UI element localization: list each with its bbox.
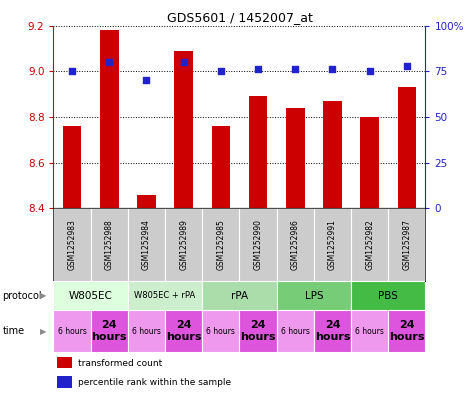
Bar <box>249 96 267 208</box>
Bar <box>239 310 277 352</box>
Point <box>403 62 411 69</box>
Bar <box>128 281 202 310</box>
Point <box>180 59 187 65</box>
Bar <box>277 281 351 310</box>
Point <box>143 77 150 83</box>
Text: protocol: protocol <box>2 291 42 301</box>
Bar <box>277 208 314 281</box>
Bar <box>314 208 351 281</box>
Bar <box>388 310 425 352</box>
Text: GSM1252982: GSM1252982 <box>365 219 374 270</box>
Bar <box>53 281 128 310</box>
Text: 24
hours: 24 hours <box>315 320 350 342</box>
Bar <box>128 208 165 281</box>
Text: GSM1252988: GSM1252988 <box>105 219 114 270</box>
Bar <box>398 87 416 208</box>
Text: 6 hours: 6 hours <box>58 327 86 336</box>
Point <box>106 59 113 65</box>
Bar <box>277 310 314 352</box>
Text: 24
hours: 24 hours <box>166 320 201 342</box>
Bar <box>128 310 165 352</box>
Text: ▶: ▶ <box>40 327 46 336</box>
Bar <box>53 208 91 281</box>
Text: GSM1252984: GSM1252984 <box>142 219 151 270</box>
Bar <box>174 51 193 208</box>
Point <box>366 68 373 74</box>
Text: W805EC + rPA: W805EC + rPA <box>134 291 196 300</box>
Text: GSM1252990: GSM1252990 <box>253 219 263 270</box>
Bar <box>137 195 156 208</box>
Text: 6 hours: 6 hours <box>281 327 310 336</box>
Text: rPA: rPA <box>231 291 248 301</box>
Text: 24
hours: 24 hours <box>240 320 276 342</box>
Bar <box>202 208 239 281</box>
Text: 6 hours: 6 hours <box>132 327 161 336</box>
Bar <box>91 310 128 352</box>
Text: PBS: PBS <box>379 291 398 301</box>
Text: GSM1252991: GSM1252991 <box>328 219 337 270</box>
Bar <box>239 208 277 281</box>
Text: GSM1252986: GSM1252986 <box>291 219 300 270</box>
Text: GSM1252983: GSM1252983 <box>67 219 77 270</box>
Bar <box>314 310 351 352</box>
Bar <box>57 376 72 387</box>
Bar <box>53 310 91 352</box>
Text: percentile rank within the sample: percentile rank within the sample <box>78 378 231 387</box>
Text: GSM1252989: GSM1252989 <box>179 219 188 270</box>
Bar <box>351 208 388 281</box>
Text: ▶: ▶ <box>40 291 46 300</box>
Bar <box>388 208 425 281</box>
Bar <box>351 281 425 310</box>
Bar <box>100 30 119 208</box>
Point <box>68 68 76 74</box>
Bar <box>57 357 72 368</box>
Text: GSM1252987: GSM1252987 <box>402 219 412 270</box>
Bar <box>212 126 230 208</box>
Point <box>217 68 225 74</box>
Bar <box>91 208 128 281</box>
Bar <box>63 126 81 208</box>
Text: 6 hours: 6 hours <box>206 327 235 336</box>
Bar <box>360 117 379 208</box>
Text: 24
hours: 24 hours <box>92 320 127 342</box>
Bar <box>165 208 202 281</box>
Text: transformed count: transformed count <box>78 359 162 368</box>
Text: time: time <box>2 326 25 336</box>
Point <box>292 66 299 73</box>
Text: GSM1252985: GSM1252985 <box>216 219 226 270</box>
Bar <box>286 108 305 208</box>
Bar <box>351 310 388 352</box>
Bar <box>202 281 277 310</box>
Bar <box>165 310 202 352</box>
Bar <box>202 310 239 352</box>
Text: W805EC: W805EC <box>69 291 113 301</box>
Text: LPS: LPS <box>305 291 323 301</box>
Text: 24
hours: 24 hours <box>389 320 425 342</box>
Text: 6 hours: 6 hours <box>355 327 384 336</box>
Point <box>254 66 262 73</box>
Point <box>329 66 336 73</box>
Title: GDS5601 / 1452007_at: GDS5601 / 1452007_at <box>166 11 312 24</box>
Bar <box>323 101 342 208</box>
